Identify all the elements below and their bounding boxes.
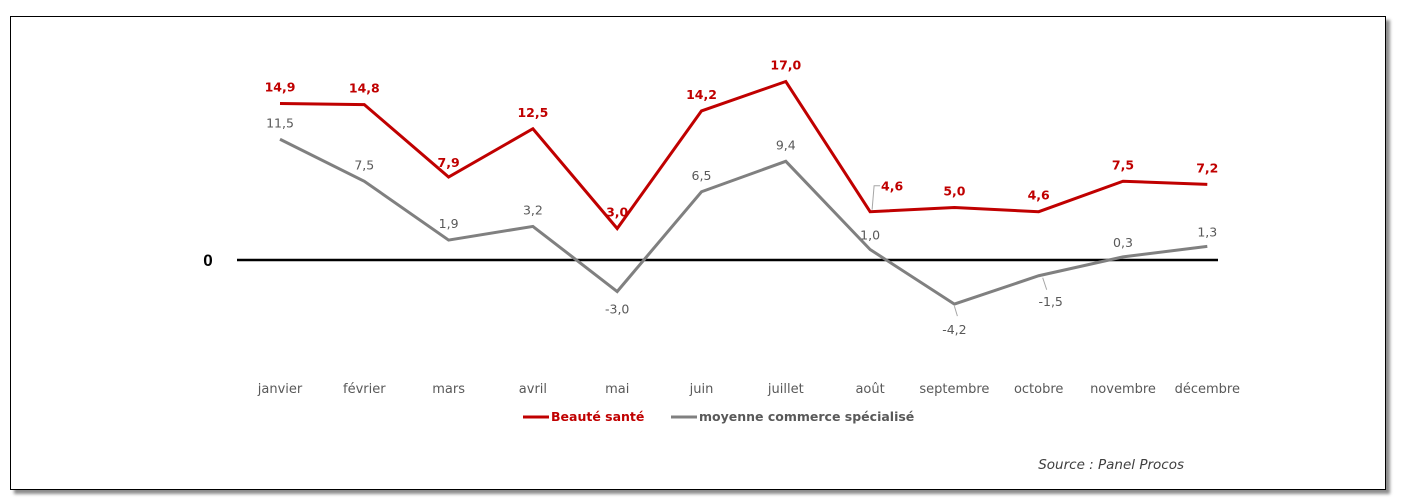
data-label: 1,3 xyxy=(1197,224,1217,239)
x-tick-label: juin xyxy=(689,382,714,397)
x-tick-label: mars xyxy=(432,382,465,397)
series-line-moyenne-commerce xyxy=(279,137,1208,306)
data-label: 11,5 xyxy=(266,115,294,130)
x-tick-label: août xyxy=(855,382,884,397)
x-tick-label: octobre xyxy=(1014,382,1063,397)
x-tick-label: mai xyxy=(605,382,629,397)
data-label: 1,0 xyxy=(860,228,880,243)
data-label: 14,2 xyxy=(686,87,717,102)
label-leader-line xyxy=(1042,277,1048,290)
x-tick-label: janvier xyxy=(257,382,303,397)
data-label: -1,5 xyxy=(1039,294,1063,309)
data-label: -4,2 xyxy=(942,322,966,337)
data-label: 4,6 xyxy=(1028,188,1050,203)
x-tick-label: avril xyxy=(519,382,547,397)
data-label: 12,5 xyxy=(517,105,548,120)
data-label: 14,9 xyxy=(265,80,296,95)
data-label: 7,5 xyxy=(1112,157,1134,172)
data-label: 7,2 xyxy=(1196,160,1218,175)
label-leader-line xyxy=(871,185,881,210)
x-tick-label: septembre xyxy=(919,382,989,397)
data-label: 3,2 xyxy=(523,202,543,217)
zero-axis-label: 0 xyxy=(203,251,212,270)
series-line-beaute-sante xyxy=(279,79,1208,231)
legend-label-beaute-sante: Beauté santé xyxy=(551,409,644,424)
data-label: 9,4 xyxy=(776,137,796,152)
data-label: 4,6 xyxy=(881,179,903,194)
chart-frame: 0 14,9 14,8 7,9 12,5 3,0 14,2 17,0 4,6 5,0 4,6 7,5… xyxy=(10,16,1386,490)
data-label: 0,3 xyxy=(1113,235,1133,250)
data-label: 7,9 xyxy=(438,155,460,170)
line-chart: 0 14,9 14,8 7,9 12,5 3,0 14,2 17,0 4,6 5,0 4,6 7,5… xyxy=(203,58,1240,474)
legend-label-moyenne-commerce: moyenne commerce spécialisé xyxy=(699,409,914,424)
source-note: Source : Panel Procos xyxy=(1038,457,1184,473)
x-tick-label: juillet xyxy=(767,382,804,397)
data-label: -3,0 xyxy=(605,302,629,317)
data-label: 5,0 xyxy=(943,184,965,199)
data-label: 7,5 xyxy=(354,157,374,172)
data-label: 6,5 xyxy=(692,168,712,183)
x-tick-label: février xyxy=(343,382,386,397)
x-tick-label: décembre xyxy=(1175,382,1240,397)
label-leader-line xyxy=(953,305,958,317)
x-tick-label: novembre xyxy=(1090,382,1156,397)
data-label: 17,0 xyxy=(770,58,801,73)
data-label: 3,0 xyxy=(606,205,628,220)
data-label: 1,9 xyxy=(439,216,459,231)
data-label: 14,8 xyxy=(349,81,380,96)
